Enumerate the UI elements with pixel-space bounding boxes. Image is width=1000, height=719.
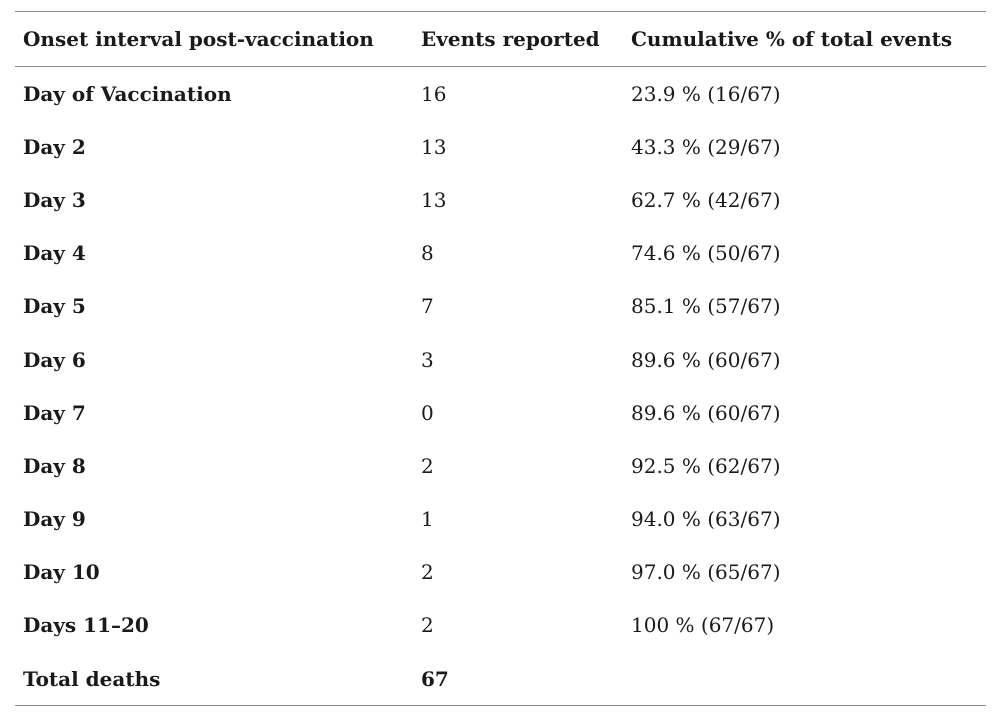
row-events: 13	[421, 187, 447, 212]
top-rule	[15, 11, 986, 12]
header-events: Events reported	[421, 27, 600, 51]
table-row: Day 2 13 43.3 % (29/67)	[15, 120, 986, 173]
row-interval: Day 4	[23, 241, 86, 266]
row-interval: Days 11–20	[23, 613, 149, 638]
header-cumulative: Cumulative % of total events	[631, 27, 953, 51]
row-cumulative: 94.0 % (63/67)	[631, 507, 781, 532]
row-cumulative: 62.7 % (42/67)	[631, 187, 781, 212]
table-header-row: Onset interval post-vaccination Events r…	[15, 12, 986, 66]
row-events: 7	[421, 294, 434, 319]
row-cumulative: 97.0 % (65/67)	[631, 560, 781, 585]
row-interval: Day 10	[23, 560, 100, 585]
row-cumulative: 89.6 % (60/67)	[631, 347, 781, 372]
row-interval: Day 6	[23, 347, 86, 372]
onset-interval-table: Onset interval post-vaccination Events r…	[15, 11, 986, 707]
table-row: Day 10 2 97.0 % (65/67)	[15, 546, 986, 599]
row-interval: Day of Vaccination	[23, 81, 232, 106]
row-interval: Day 2	[23, 134, 86, 159]
row-events: 1	[421, 507, 434, 532]
table-row: Day 6 3 89.6 % (60/67)	[15, 333, 986, 386]
total-label: Total deaths	[23, 666, 161, 691]
row-cumulative: 74.6 % (50/67)	[631, 241, 781, 266]
header-interval: Onset interval post-vaccination	[23, 27, 374, 51]
row-cumulative: 23.9 % (16/67)	[631, 81, 781, 106]
row-cumulative: 43.3 % (29/67)	[631, 134, 781, 159]
row-interval: Day 7	[23, 400, 86, 425]
bottom-rule	[15, 705, 986, 707]
row-interval: Day 8	[23, 453, 86, 478]
row-cumulative: 92.5 % (62/67)	[631, 453, 781, 478]
row-events: 0	[421, 400, 434, 425]
table-body: Day of Vaccination 16 23.9 % (16/67) Day…	[15, 67, 986, 705]
row-events: 16	[421, 81, 447, 106]
table-row: Days 11–20 2 100 % (67/67)	[15, 599, 986, 652]
row-events: 3	[421, 347, 434, 372]
row-interval: Day 9	[23, 507, 86, 532]
total-row: Total deaths 67	[15, 652, 986, 705]
table-row: Day 3 13 62.7 % (42/67)	[15, 173, 986, 226]
row-cumulative: 85.1 % (57/67)	[631, 294, 781, 319]
table-row: Day 4 8 74.6 % (50/67)	[15, 227, 986, 280]
row-events: 8	[421, 241, 434, 266]
row-events: 2	[421, 613, 434, 638]
row-events: 13	[421, 134, 447, 159]
row-interval: Day 5	[23, 294, 86, 319]
table-row: Day 5 7 85.1 % (57/67)	[15, 280, 986, 333]
row-interval: Day 3	[23, 187, 86, 212]
row-cumulative: 89.6 % (60/67)	[631, 400, 781, 425]
table-row: Day 8 2 92.5 % (62/67)	[15, 439, 986, 492]
header-rule	[15, 66, 986, 67]
total-events: 67	[421, 666, 449, 691]
table-row: Day of Vaccination 16 23.9 % (16/67)	[15, 67, 986, 120]
table-row: Day 7 0 89.6 % (60/67)	[15, 386, 986, 439]
table-row: Day 9 1 94.0 % (63/67)	[15, 493, 986, 546]
row-events: 2	[421, 560, 434, 585]
row-cumulative: 100 % (67/67)	[631, 613, 775, 638]
row-events: 2	[421, 453, 434, 478]
